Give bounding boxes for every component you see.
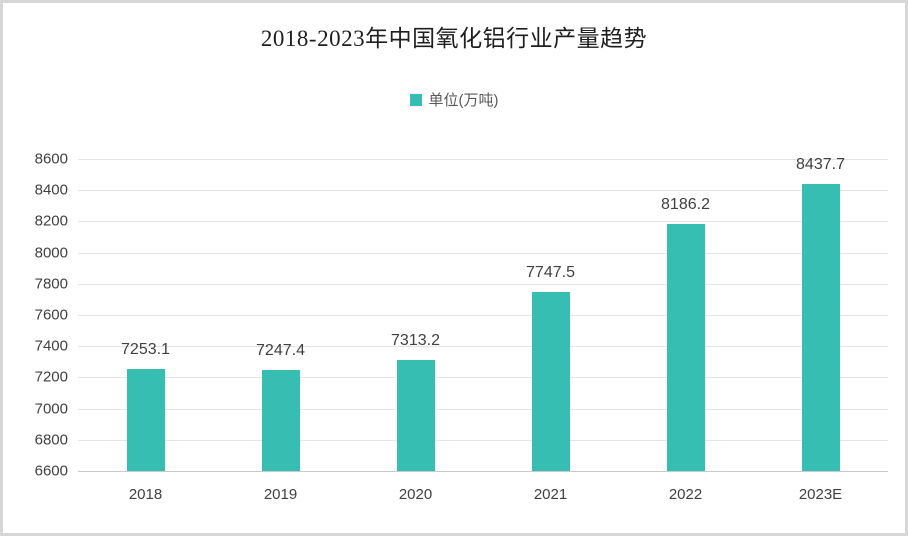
y-axis-tick-label: 8400	[34, 181, 68, 199]
y-axis-tick-label: 6600	[34, 462, 68, 480]
legend: 单位(万吨)	[3, 89, 905, 110]
gridline	[78, 439, 888, 441]
gridline	[78, 377, 888, 379]
y-axis-tick-label: 8200	[34, 212, 68, 230]
bar-2022	[666, 223, 705, 471]
y-axis-tick-label: 8600	[34, 150, 68, 168]
gridline	[78, 159, 888, 160]
gridline	[78, 283, 888, 285]
chart-title: 2018-2023年中国氧化铝行业产量趋势	[260, 26, 648, 51]
bar-value-label: 7313.2	[391, 331, 440, 349]
bar-2021	[531, 291, 570, 471]
bar-2023E	[801, 184, 840, 471]
plot-area: 6600 6800 7000 7200 7400 7600 7800 8000 8200 8400…	[3, 3, 905, 533]
bar-2019	[261, 370, 300, 471]
gridline	[78, 346, 888, 348]
x-axis-tick-label: 2021	[533, 486, 568, 503]
gridline	[78, 221, 888, 223]
x-axis-tick-label: 2018	[128, 486, 163, 503]
x-axis-tick-label: 2020	[398, 486, 433, 503]
y-axis-tick-label: 8000	[34, 244, 68, 262]
bar-value-label: 8437.7	[796, 156, 845, 174]
gridline	[78, 190, 888, 192]
gridline	[78, 408, 888, 410]
legend-swatch-icon	[409, 93, 422, 106]
x-axis-line	[78, 471, 888, 472]
gridline	[78, 252, 888, 254]
legend-label: 单位(万吨)	[428, 92, 499, 109]
y-axis-tick-label: 7600	[34, 306, 68, 324]
bar-2020	[396, 359, 435, 471]
y-axis-tick-label: 7800	[34, 275, 68, 293]
y-axis-tick-label: 6800	[34, 431, 68, 449]
bar-value-label: 8186.2	[661, 195, 710, 213]
bar-value-label: 7247.4	[256, 342, 305, 359]
bar-value-label: 7747.5	[526, 263, 575, 281]
gridline	[78, 315, 888, 316]
y-axis-tick-label: 7200	[34, 368, 68, 386]
x-axis-tick-label: 2019	[263, 486, 298, 503]
bar-value-label: 7253.1	[121, 341, 170, 359]
x-axis-tick-label: 2023E	[798, 486, 843, 503]
y-axis-tick-label: 7400	[34, 337, 68, 355]
y-axis-tick-label: 7000	[34, 400, 68, 418]
bar-2018	[126, 369, 165, 471]
x-axis-tick-label: 2022	[668, 486, 703, 503]
